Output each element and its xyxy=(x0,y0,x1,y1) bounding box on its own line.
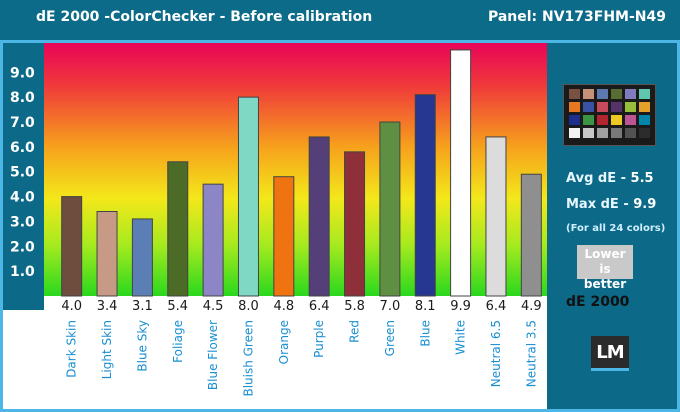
category-label: White xyxy=(454,320,468,355)
value-label: 4.5 xyxy=(203,299,224,314)
color-swatch xyxy=(583,89,594,99)
chart-title: dE 2000 -ColorChecker - Before calibrati… xyxy=(36,9,373,25)
y-tick-label: 5.0 xyxy=(10,165,35,181)
y-tick-label: 1.0 xyxy=(10,264,35,280)
value-label: 7.0 xyxy=(380,299,401,314)
value-label: 5.8 xyxy=(344,299,365,314)
max-de-label: Max dE - xyxy=(566,197,634,212)
color-swatch xyxy=(583,128,594,138)
y-tick-label: 9.0 xyxy=(10,65,35,81)
category-label: Orange xyxy=(277,320,291,364)
logo-underline xyxy=(591,368,629,371)
bar-blue-sky xyxy=(131,218,153,297)
header-bar: dE 2000 -ColorChecker - Before calibrati… xyxy=(0,0,680,40)
value-label: 6.4 xyxy=(486,299,507,314)
value-label: 8.0 xyxy=(238,299,259,314)
category-label: Blue xyxy=(418,320,432,347)
category-label: Light Skin xyxy=(100,320,114,379)
color-swatch xyxy=(611,102,622,112)
category-label: Blue Flower xyxy=(206,320,220,390)
value-label: 4.9 xyxy=(521,299,542,314)
bar-light-skin xyxy=(96,210,118,297)
color-swatch xyxy=(583,115,594,125)
category-label: Green xyxy=(383,320,397,356)
metric-label: dE 2000 xyxy=(566,294,630,310)
category-label: Neutral 6.5 xyxy=(489,320,503,387)
color-swatch xyxy=(611,128,622,138)
bar-bluish-green xyxy=(237,96,259,297)
category-label: Neutral 3.5 xyxy=(524,320,538,387)
color-swatch xyxy=(569,89,580,99)
avg-de-label: Avg dE - xyxy=(566,171,631,186)
value-label: 5.4 xyxy=(167,299,188,314)
value-label: 3.4 xyxy=(97,299,118,314)
color-swatch xyxy=(639,102,650,112)
bar-neutral-6-5 xyxy=(485,136,507,297)
bar-green xyxy=(379,121,401,297)
all-colors-note: (For all 24 colors) xyxy=(566,223,666,234)
color-swatch xyxy=(639,128,650,138)
bar-red xyxy=(344,151,366,297)
bar-neutral-3-5 xyxy=(520,173,542,297)
color-swatch xyxy=(625,89,636,99)
y-tick-label: 4.0 xyxy=(10,190,35,206)
value-label: 8.1 xyxy=(415,299,436,314)
lower-line-1: Lower is xyxy=(584,247,626,276)
color-swatch xyxy=(597,115,608,125)
color-swatch xyxy=(597,102,608,112)
color-swatch xyxy=(625,128,636,138)
bar-white xyxy=(450,49,472,297)
bar-blue xyxy=(414,94,436,297)
y-tick-label: 8.0 xyxy=(10,90,35,106)
y-axis-background xyxy=(0,40,44,310)
avg-de-stat: Avg dE - 5.5 xyxy=(566,171,654,186)
laptopmedia-logo: LM xyxy=(591,336,629,370)
color-swatch xyxy=(597,89,608,99)
bar-dark-skin xyxy=(61,196,83,297)
color-swatch xyxy=(569,102,580,112)
max-de-stat: Max dE - 9.9 xyxy=(566,197,656,212)
color-swatch xyxy=(639,115,650,125)
color-swatch xyxy=(597,128,608,138)
color-swatch xyxy=(569,115,580,125)
panel-label: Panel: NV173FHM-N49 xyxy=(487,9,666,25)
max-de-value: 9.9 xyxy=(633,197,657,212)
colorchecker-swatch-card xyxy=(563,84,656,146)
value-label: 3.1 xyxy=(132,299,153,314)
value-label: 9.9 xyxy=(450,299,471,314)
category-label: Bluish Green xyxy=(241,320,255,397)
y-tick-label: 3.0 xyxy=(10,214,35,230)
bar-foliage xyxy=(167,161,189,297)
lower-line-2: better xyxy=(583,277,627,291)
category-label: Foliage xyxy=(171,320,185,363)
category-label: Blue Sky xyxy=(135,320,149,372)
value-label: 4.0 xyxy=(61,299,82,314)
value-label: 6.4 xyxy=(309,299,330,314)
value-label: 4.8 xyxy=(273,299,294,314)
category-label: Dark Skin xyxy=(65,320,79,378)
color-swatch xyxy=(583,102,594,112)
chart-frame xyxy=(0,40,680,412)
y-tick-label: 6.0 xyxy=(10,140,35,156)
avg-de-value: 5.5 xyxy=(630,171,654,186)
color-swatch xyxy=(625,115,636,125)
lower-is-better-badge: Lower is better xyxy=(577,245,633,291)
bar-orange xyxy=(273,176,295,297)
category-label: Red xyxy=(348,320,362,343)
bar-blue-flower xyxy=(202,183,224,297)
color-swatch xyxy=(625,102,636,112)
y-tick-label: 7.0 xyxy=(10,115,35,131)
color-swatch xyxy=(611,115,622,125)
color-swatch xyxy=(569,128,580,138)
color-swatch xyxy=(611,89,622,99)
category-label: Purple xyxy=(312,320,326,358)
color-swatch xyxy=(639,89,650,99)
y-tick-label: 2.0 xyxy=(10,239,35,255)
bar-purple xyxy=(308,136,330,297)
